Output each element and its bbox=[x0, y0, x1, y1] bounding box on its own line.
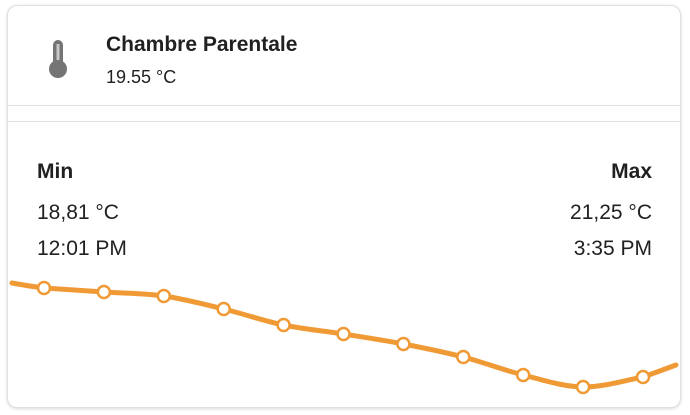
card-state: 19.55 °C bbox=[106, 67, 177, 87]
point bbox=[96, 284, 112, 300]
thermometer-icon bbox=[49, 40, 67, 78]
point bbox=[575, 379, 591, 395]
point bbox=[396, 336, 411, 352]
point bbox=[276, 317, 291, 333]
card-title: Chambre Parentale bbox=[106, 33, 298, 56]
divider bbox=[8, 105, 680, 106]
max-value: 21,25 °C bbox=[570, 201, 652, 224]
point bbox=[156, 288, 172, 304]
max-label: Max bbox=[611, 160, 652, 183]
divider bbox=[8, 121, 680, 122]
point bbox=[456, 349, 471, 365]
point bbox=[216, 301, 231, 317]
min-label: Min bbox=[37, 160, 74, 183]
max-time: 3:35 PM bbox=[573, 237, 652, 260]
point bbox=[36, 280, 52, 296]
point bbox=[515, 367, 531, 383]
point bbox=[336, 326, 351, 342]
min-time: 12:01 PM bbox=[37, 237, 127, 260]
min-value: 18,81 °C bbox=[37, 201, 119, 224]
point bbox=[635, 369, 651, 385]
